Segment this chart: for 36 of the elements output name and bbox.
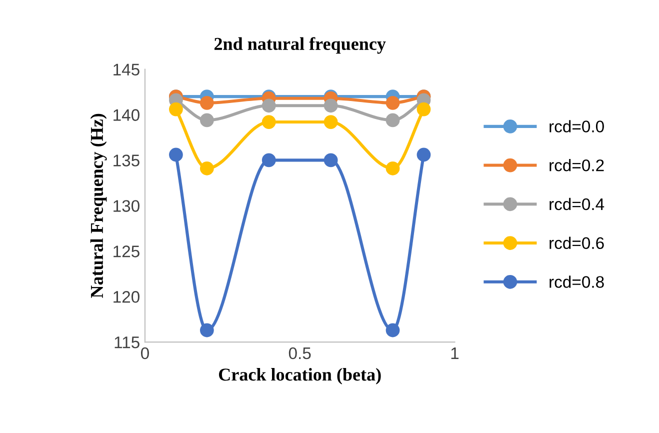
y-tick-label: 115 (114, 336, 140, 348)
x-tick-label: 1 (451, 348, 459, 360)
point (386, 161, 400, 176)
chart-title: 2nd natural frequency (214, 37, 386, 54)
point (200, 161, 214, 176)
legend-label: rcd=0.6 (550, 236, 604, 250)
point (386, 113, 400, 128)
y-tick-label: 145 (114, 64, 140, 76)
y-tick-label: 140 (114, 109, 140, 121)
point (200, 323, 214, 338)
x-axis-title: Crack location (beta) (218, 368, 381, 384)
legend-label: rcd=0.0 (550, 120, 604, 132)
point (200, 113, 214, 128)
legend-label: rcd=0.8 (550, 276, 604, 288)
point (262, 98, 276, 113)
legend-label: rcd=0.2 (550, 159, 604, 172)
y-axis-title: Natural Frequency (Hz) (90, 114, 107, 298)
point (416, 102, 431, 116)
point (262, 115, 276, 129)
y-tick-label: 120 (114, 291, 140, 303)
x-tick-label: 0 (140, 347, 149, 360)
y-tick-label: 130 (114, 200, 140, 212)
point (416, 148, 431, 162)
point (386, 96, 400, 110)
point (324, 98, 338, 113)
point (169, 102, 183, 116)
point (324, 153, 338, 168)
point (386, 323, 400, 338)
point (200, 96, 214, 110)
x-tick-label: 0.5 (288, 347, 311, 360)
legend-label: rcd=0.4 (550, 198, 604, 210)
point (262, 153, 276, 168)
point (169, 148, 183, 162)
y-tick-label: 135 (114, 154, 140, 166)
y-tick-label: 125 (114, 246, 140, 258)
point (324, 115, 338, 129)
